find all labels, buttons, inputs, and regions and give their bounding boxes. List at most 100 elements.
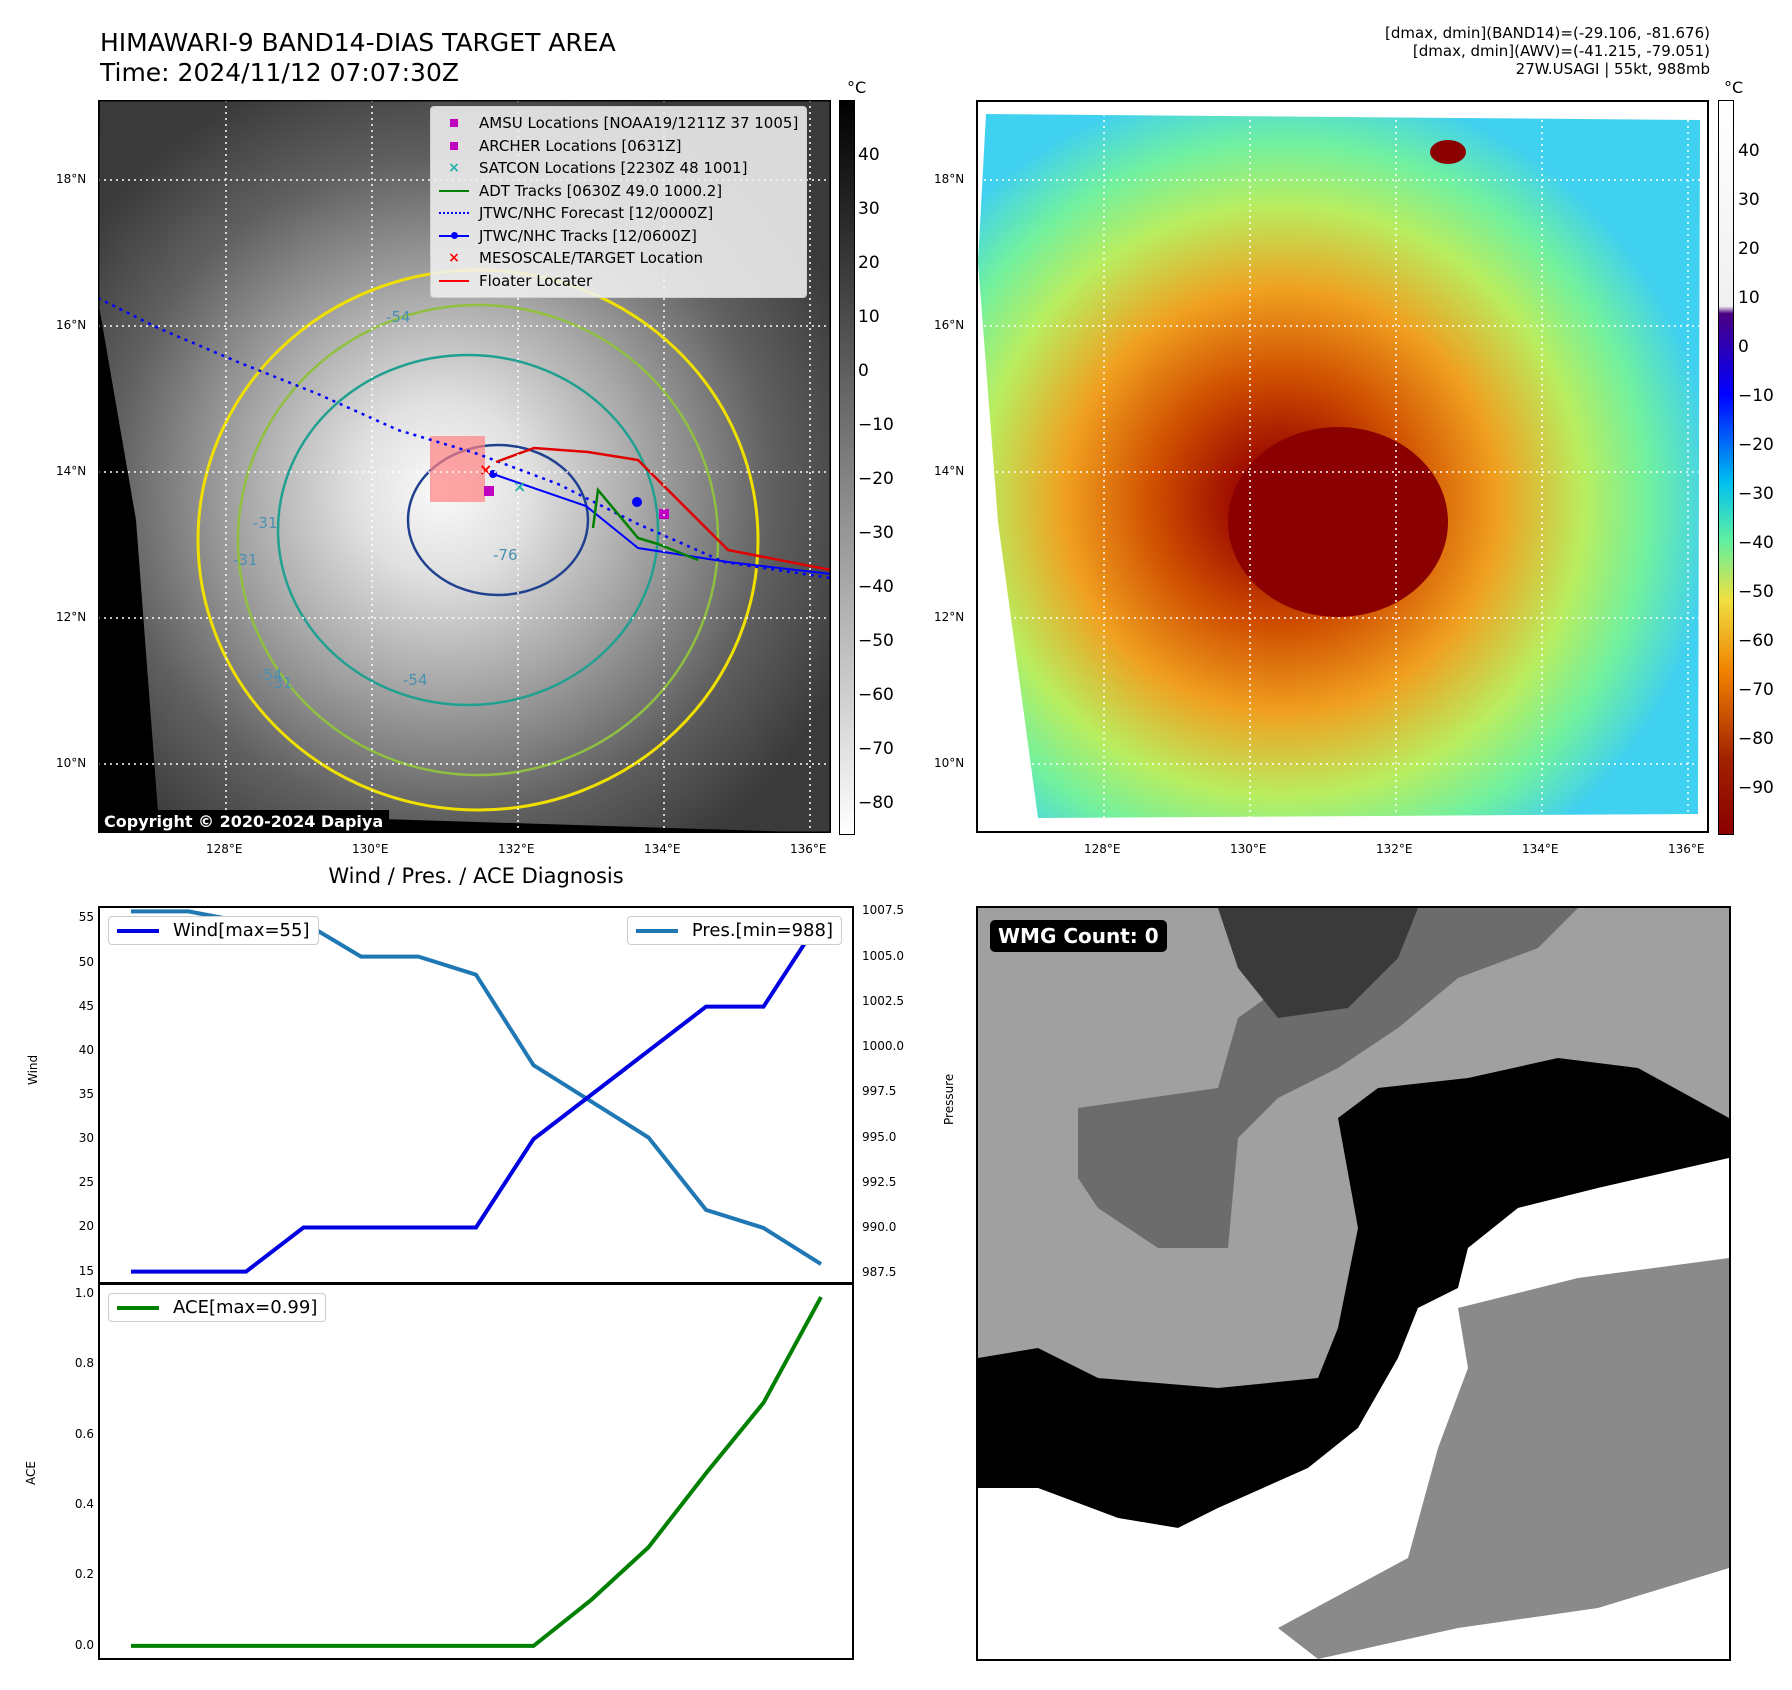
contour-label: -31 [233, 551, 258, 569]
pressure-ticks: 987.5 990.0 992.5 995.0 997.5 1000.0 1002.5 100… [862, 903, 932, 1284]
axis-tick: 55 [78, 910, 94, 925]
pressure-legend: Pres.[min=988] [626, 916, 842, 945]
axis-tick: 1007.5 [862, 903, 904, 918]
colorbar-tick: −70 [858, 739, 894, 759]
ir-colorbar [839, 100, 855, 835]
ace-svg [98, 1283, 854, 1660]
contour-label: -54 [258, 666, 283, 684]
awv-colorbar-ticks: 40 30 20 10 0 −10 −20 −30 −40 −50 −60 −7… [1738, 100, 1788, 833]
figure-title: HIMAWARI-9 BAND14-DIAS TARGET AREA Time:… [100, 28, 616, 88]
contour-label: -54 [403, 671, 428, 689]
axis-tick: 0.0 [74, 1637, 94, 1652]
archer-location-marker [484, 486, 494, 496]
lat-label: 12°N [56, 610, 87, 624]
ace-chart: ACE[max=0.99] [98, 1283, 854, 1660]
wind-legend-line [117, 928, 159, 933]
wind-pressure-svg [98, 906, 854, 1284]
contour-label: -76 [493, 546, 518, 564]
copyright-label: Copyright © 2020-2024 Dapiya [98, 810, 390, 833]
pressure-axis-label: Pressure [942, 1073, 956, 1125]
title-line-2: Time: 2024/11/12 07:07:30Z [100, 58, 459, 87]
target-location-marker: × [479, 460, 492, 479]
colorbar-tick: −70 [1738, 680, 1774, 700]
colorbar-tick: −80 [858, 793, 894, 813]
legend-floater: Floater Locater [439, 270, 798, 293]
axis-tick: 35 [78, 1087, 94, 1101]
colorbar-tick: 10 [1738, 288, 1760, 308]
ir-colorbar-unit: °C [847, 78, 867, 97]
wmg-band-black [978, 1058, 1729, 1528]
ace-frame [98, 1283, 854, 1660]
adt-track-line [591, 487, 699, 562]
axis-tick: 0.2 [74, 1567, 94, 1582]
axis-tick: 40 [78, 1042, 94, 1057]
jtwc-track-point [632, 497, 642, 507]
axis-tick: 992.5 [862, 1174, 897, 1189]
line-icon [439, 184, 469, 198]
legend-archer: ARCHER Locations [0631Z] [439, 135, 798, 158]
colorbar-tick: −80 [1738, 729, 1774, 749]
legend-satcon: × SATCON Locations [2230Z 48 1001] [439, 157, 798, 180]
axis-tick: 0.4 [74, 1496, 94, 1511]
lat-label: 18°N [934, 172, 965, 186]
colorbar-tick: 0 [858, 361, 869, 381]
wind-pressure-frame [98, 906, 854, 1284]
lon-label: 132°E [1376, 842, 1413, 856]
colorbar-tick: −50 [858, 631, 894, 651]
wind-ticks: 15 20 25 30 35 40 45 50 55 [40, 906, 94, 1284]
lon-label: 128°E [206, 842, 243, 856]
axis-tick: 990.0 [862, 1219, 897, 1234]
ace-legend: ACE[max=0.99] [108, 1293, 327, 1322]
diagnosis-title: Wind / Pres. / ACE Diagnosis [328, 864, 624, 888]
x-marker-icon: × [448, 250, 460, 266]
wind-legend: Wind[max=55] [108, 916, 319, 945]
colorbar-tick: −30 [858, 523, 894, 543]
jtwc-forecast-line [97, 296, 832, 580]
colorbar-tick: −40 [858, 577, 894, 597]
lat-label: 18°N [56, 172, 87, 186]
axis-tick: 25 [78, 1175, 94, 1190]
legend-jtwc-tracks: JTWC/NHC Tracks [12/0600Z] [439, 225, 798, 248]
axis-tick: 30 [78, 1131, 94, 1146]
colorbar-tick: 30 [858, 199, 880, 219]
colorbar-tick: 40 [1738, 141, 1760, 161]
ace-axis-label: ACE [24, 1461, 38, 1485]
awv-map-panel [976, 100, 1709, 833]
contour-teal [276, 353, 660, 707]
axis-tick: 0.8 [74, 1356, 94, 1371]
colorbar-tick: 20 [858, 253, 880, 273]
colorbar-tick: 40 [858, 145, 880, 165]
storm-info: 27W.USAGI | 55kt, 988mb [1515, 60, 1710, 78]
jtwc-track-line [492, 473, 832, 575]
awv-core [1228, 427, 1448, 617]
wmg-panel: WMG Count: 0 [976, 906, 1731, 1661]
colorbar-tick: 20 [1738, 239, 1760, 259]
ace-ticks: 0.0 0.2 0.4 0.6 0.8 1.0 [40, 1283, 94, 1660]
axis-tick: 0.6 [74, 1426, 94, 1441]
lon-label: 136°E [790, 842, 827, 856]
stats-band14: [dmax, dmin](BAND14)=(-29.106, -81.676) [1385, 24, 1710, 42]
line-icon [439, 274, 469, 288]
contour-label: -31 [253, 514, 278, 532]
lat-label: 14°N [56, 464, 87, 478]
lat-label: 12°N [934, 610, 965, 624]
colorbar-tick: −90 [1738, 778, 1774, 798]
pressure-legend-line [635, 928, 678, 933]
lon-label: 128°E [1084, 842, 1121, 856]
ace-legend-line [117, 1305, 159, 1310]
awv-map-svg [978, 102, 1707, 831]
lat-label: 10°N [934, 756, 965, 770]
legend-jtwc-forecast: JTWC/NHC Forecast [12/0000Z] [439, 202, 798, 225]
lon-label: 130°E [352, 842, 389, 856]
axis-tick: 987.5 [862, 1265, 897, 1280]
contour-label: -31 [268, 674, 293, 692]
lon-label: 136°E [1668, 842, 1705, 856]
lat-label: 14°N [934, 464, 965, 478]
wmg-band-dark-gray [1078, 908, 1578, 1248]
colorbar-tick: −60 [858, 685, 894, 705]
axis-tick: 15 [78, 1263, 94, 1278]
wmg-band-mid-gray [1278, 1258, 1729, 1659]
colorbar-tick: −40 [1738, 533, 1774, 553]
wmg-svg [978, 908, 1729, 1659]
x-marker-icon: × [448, 160, 460, 176]
